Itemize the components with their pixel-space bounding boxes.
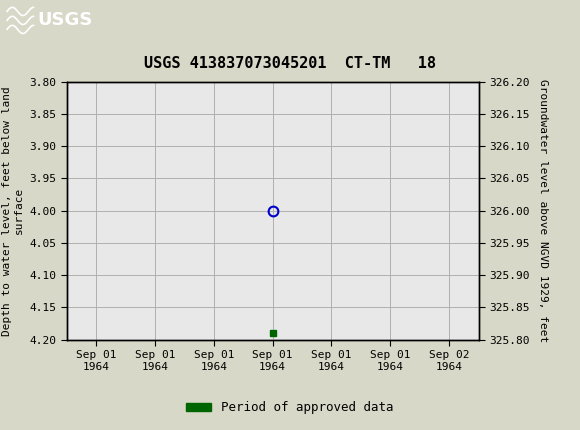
Text: USGS 413837073045201  CT-TM   18: USGS 413837073045201 CT-TM 18 [144, 56, 436, 71]
Text: USGS: USGS [38, 12, 93, 29]
Y-axis label: Depth to water level, feet below land
surface: Depth to water level, feet below land su… [2, 86, 24, 335]
Y-axis label: Groundwater level above NGVD 1929, feet: Groundwater level above NGVD 1929, feet [538, 79, 548, 342]
Legend: Period of approved data: Period of approved data [181, 396, 399, 419]
